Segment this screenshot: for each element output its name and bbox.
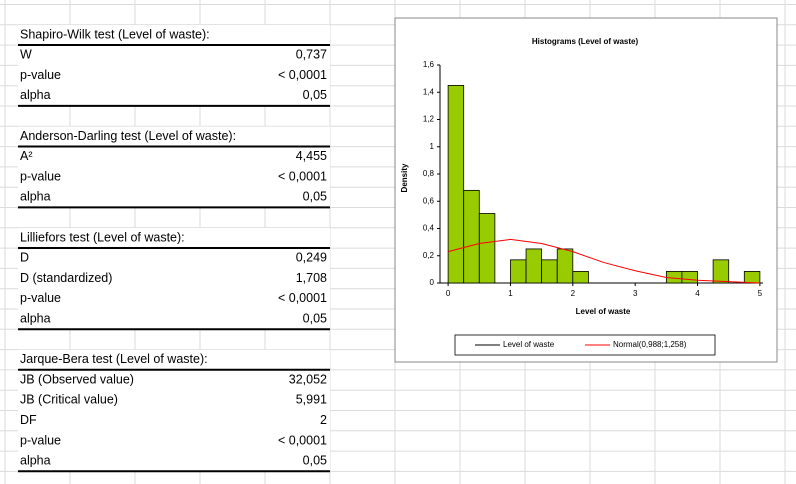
row-value: 2 xyxy=(320,413,327,427)
table-title: Lilliefors test (Level of waste): xyxy=(20,230,185,244)
x-tick-label: 4 xyxy=(695,289,700,298)
x-tick-label: 3 xyxy=(633,289,638,298)
bar xyxy=(681,271,698,284)
y-tick-label: 1,2 xyxy=(423,115,435,124)
row-value: 0,737 xyxy=(296,48,327,62)
row-value: 5,991 xyxy=(296,393,327,407)
row-value: 1,708 xyxy=(296,271,327,285)
y-tick-label: 1 xyxy=(430,142,435,151)
row-label: p-value xyxy=(20,169,61,183)
table-bg xyxy=(18,25,330,107)
row-value: < 0,0001 xyxy=(278,169,327,183)
y-tick-label: 0,6 xyxy=(423,196,435,205)
y-tick-label: 1,6 xyxy=(423,60,435,69)
bar xyxy=(447,85,465,284)
result-tables: Shapiro-Wilk test (Level of waste): W 0,73… xyxy=(18,25,330,473)
y-tick-label: 0,2 xyxy=(423,251,435,260)
bar xyxy=(743,271,761,284)
row-label: p-value xyxy=(20,291,61,305)
row-value: < 0,0001 xyxy=(278,291,327,305)
plot: 0 0,2 0,4 0,6 0,8 1 1,2 1,4 1,6 0 1 2 3 4 5 xyxy=(423,60,763,298)
density-curve xyxy=(447,238,760,284)
table-bg xyxy=(18,126,330,208)
row-value: 0,05 xyxy=(303,311,327,325)
row-label: W xyxy=(20,48,32,62)
x-tick-label: 2 xyxy=(571,289,576,298)
row-label: DF xyxy=(20,413,37,427)
bar xyxy=(525,248,543,284)
row-value: 4,455 xyxy=(296,149,327,163)
y-axis-label: Density xyxy=(400,163,409,192)
row-value: 32,052 xyxy=(289,372,327,386)
row-value: 0,05 xyxy=(303,190,327,204)
y-tick-label: 0 xyxy=(430,278,435,287)
chart-title: Histograms (Level of waste) xyxy=(532,37,639,46)
bar xyxy=(463,189,480,284)
row-value: 0,05 xyxy=(303,88,327,102)
row-value: 0,249 xyxy=(296,251,327,265)
row-label: alpha xyxy=(20,88,51,102)
table-title: Anderson-Darling test (Level of waste): xyxy=(20,129,236,143)
bar xyxy=(665,271,683,284)
table-title: Shapiro-Wilk test (Level of waste): xyxy=(20,27,210,41)
row-label: alpha xyxy=(20,190,51,204)
row-label: JB (Critical value) xyxy=(20,393,118,407)
row-label: p-value xyxy=(20,433,61,447)
table-bg xyxy=(18,349,330,472)
x-tick-label: 0 xyxy=(446,289,451,298)
row-label: JB (Observed value) xyxy=(20,372,134,386)
y-tick-label: 0,8 xyxy=(423,169,435,178)
x-axis-label: Level of waste xyxy=(576,307,631,316)
bar xyxy=(712,259,730,284)
x-tick-label: 1 xyxy=(508,289,513,298)
row-label: p-value xyxy=(20,68,61,82)
y-tick-label: 1,4 xyxy=(423,87,435,96)
row-label: alpha xyxy=(20,311,51,325)
table-bg xyxy=(18,228,330,330)
row-value: < 0,0001 xyxy=(278,68,327,82)
bar xyxy=(572,271,589,284)
row-label: D xyxy=(20,251,29,265)
y-tick-label: 0,4 xyxy=(423,224,435,233)
row-value: 0,05 xyxy=(303,454,327,468)
row-value: < 0,0001 xyxy=(278,433,327,447)
bar xyxy=(478,213,496,284)
bar xyxy=(541,259,558,284)
legend-label: Level of waste xyxy=(503,340,555,349)
row-label: A² xyxy=(20,149,33,163)
row-label: alpha xyxy=(20,454,51,468)
table-title: Jarque-Bera test (Level of waste): xyxy=(20,352,208,366)
row-label: D (standardized) xyxy=(20,271,112,285)
bar xyxy=(556,248,574,284)
bar xyxy=(510,259,527,284)
x-tick-label: 5 xyxy=(758,289,763,298)
legend-label: Normal(0,988;1,258) xyxy=(613,340,687,349)
